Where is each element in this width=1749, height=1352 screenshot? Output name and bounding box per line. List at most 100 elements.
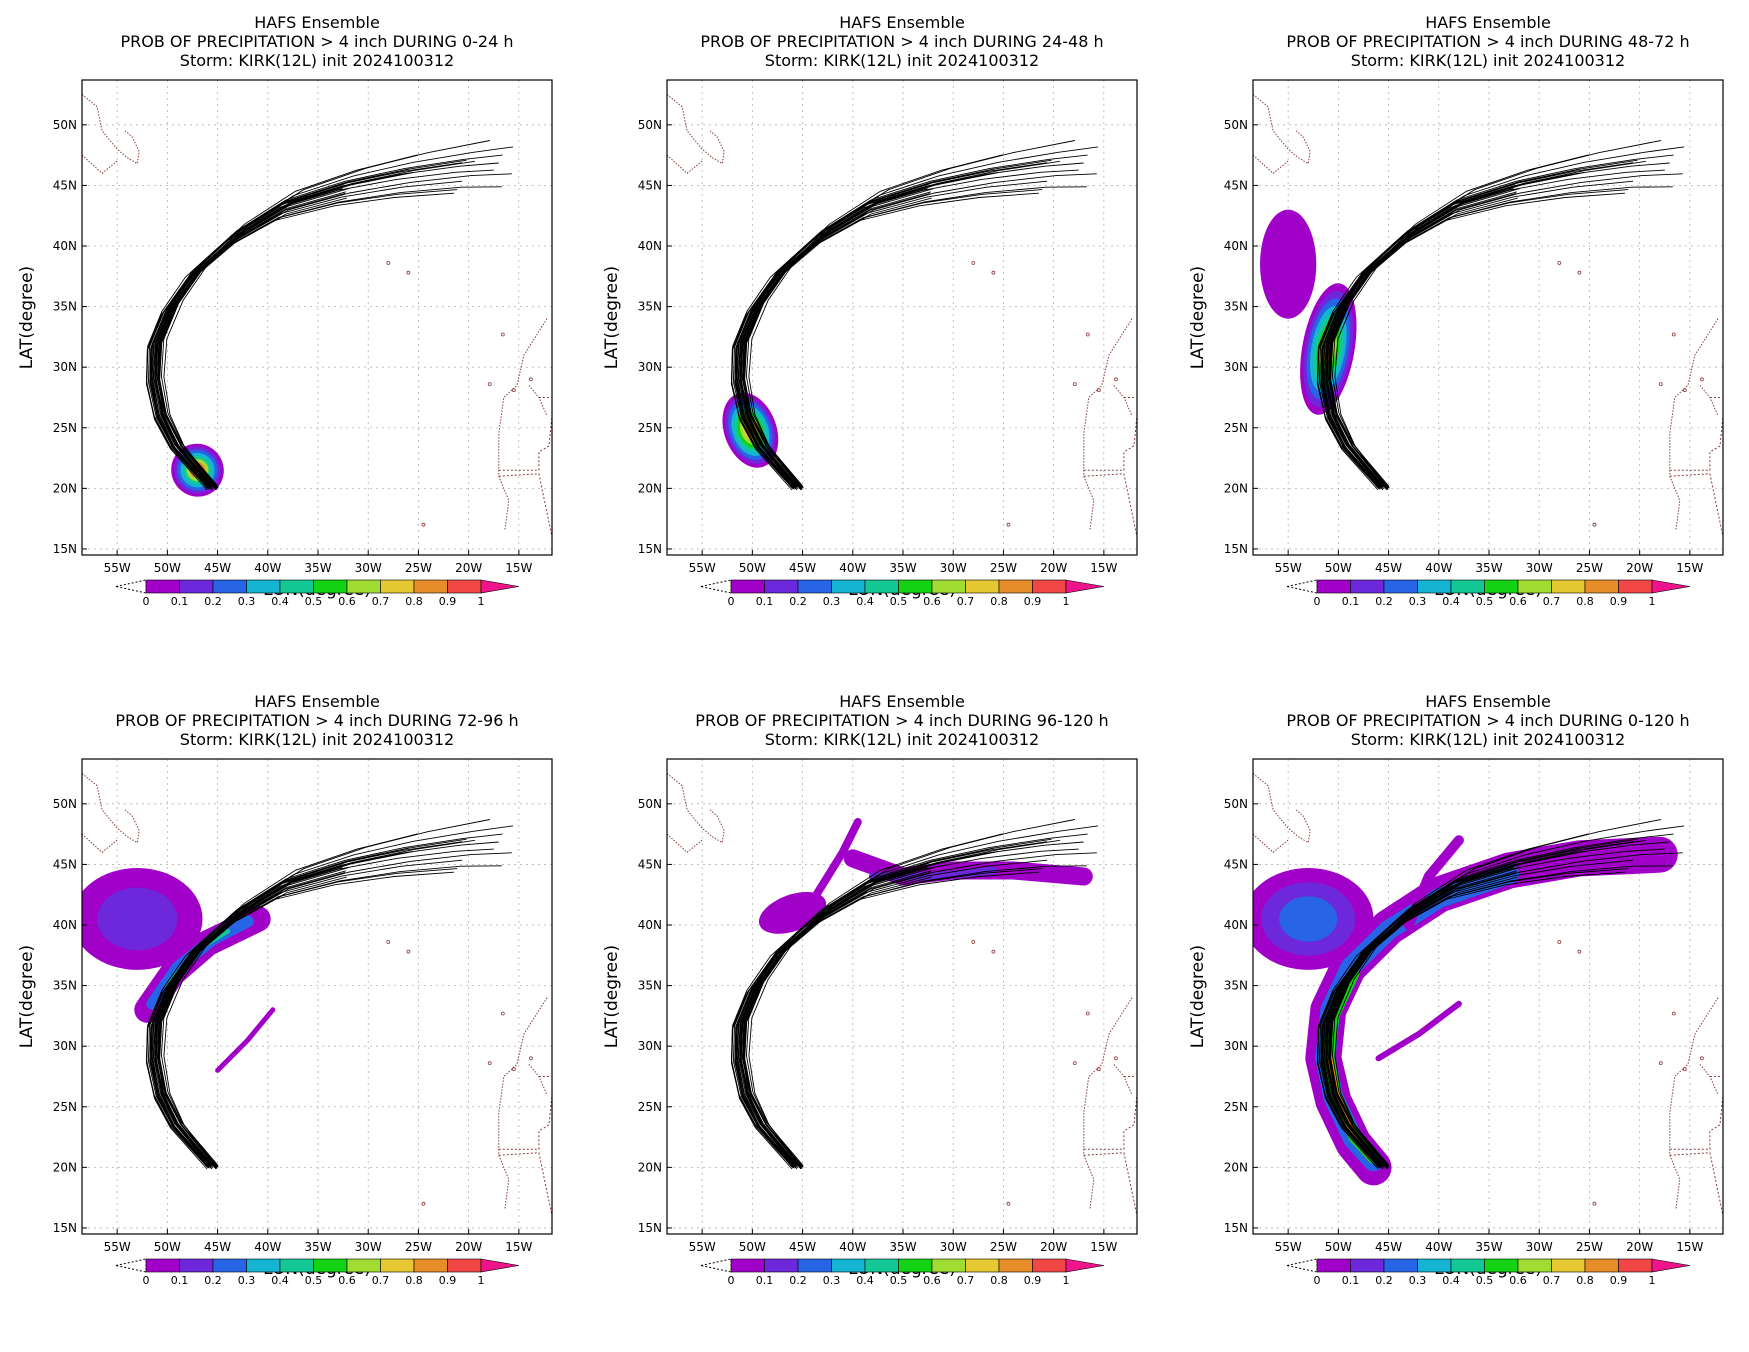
colorbar-swatch	[1484, 1258, 1519, 1273]
country-border	[498, 415, 552, 471]
lon-tick-label: 25W	[1576, 561, 1603, 575]
ensemble-track	[1322, 848, 1665, 1167]
ensemble-track	[153, 162, 463, 488]
colorbar-label: 0.1	[171, 1274, 189, 1287]
lon-tick-label: 35W	[304, 561, 331, 575]
map-frame	[81, 79, 553, 556]
lat-tick-label: 30N	[53, 1039, 77, 1053]
colorbar-label: 0.3	[238, 1274, 256, 1287]
colorbar-label: 1	[1649, 1274, 1656, 1287]
ensemble-track	[160, 825, 514, 1167]
colorbar-label: 0.1	[756, 1274, 774, 1287]
colorbar-label: 0.9	[439, 1274, 457, 1287]
country-border	[498, 473, 552, 537]
ensemble-track	[730, 871, 1039, 1169]
island	[386, 940, 391, 944]
map-frame	[666, 758, 1138, 1235]
colorbar-label: 0.9	[1610, 1274, 1628, 1287]
island	[500, 1011, 505, 1016]
lon-tick-label: 25W	[405, 1240, 432, 1254]
lat-tick-label: 50N	[53, 118, 77, 132]
colorbar-label: 0.8	[1576, 595, 1594, 608]
ensemble-track	[1325, 839, 1646, 1169]
map-frame	[1252, 79, 1724, 556]
colorbar-swatch	[179, 579, 214, 594]
colorbar-label: 0.2	[204, 1274, 222, 1287]
lat-tick-label: 45N	[638, 178, 662, 192]
lat-tick-label: 20N	[1224, 481, 1248, 495]
coastline	[667, 833, 703, 853]
colorbar-swatch	[1032, 579, 1067, 594]
colorbar-label: 0.6	[1509, 1274, 1527, 1287]
ensemble-track	[145, 192, 454, 490]
colorbar-label: 0.9	[439, 595, 457, 608]
colorbar-label: 0.1	[171, 595, 189, 608]
lon-tick-label: 35W	[889, 1240, 916, 1254]
panel-title-model: HAFS Ensemble	[1425, 13, 1551, 32]
lat-tick-label: 30N	[53, 360, 77, 374]
lon-tick-label: 40W	[839, 1240, 866, 1254]
lat-tick-label: 40N	[1224, 239, 1248, 253]
coastline	[1113, 1064, 1133, 1095]
island	[1114, 1056, 1118, 1061]
prob-band	[215, 1007, 276, 1073]
ensemble-track	[739, 160, 1060, 490]
colorbar-label: 0.9	[1024, 1274, 1042, 1287]
lon-tick-label: 20W	[455, 561, 482, 575]
lat-tick-label: 40N	[1224, 918, 1248, 932]
colorbar-swatch	[864, 1258, 899, 1273]
ensemble-track	[1330, 880, 1467, 1169]
island	[511, 388, 516, 393]
colorbar-under-triangle	[115, 1258, 147, 1273]
country-border	[1083, 1094, 1137, 1150]
ensemble-track	[150, 859, 463, 1169]
lat-tick-label: 40N	[638, 239, 662, 253]
colorbar-swatch	[145, 1258, 180, 1273]
coastline	[1253, 833, 1289, 853]
lon-tick-label: 40W	[1425, 561, 1452, 575]
coastline	[528, 385, 548, 416]
panel-title-product: PROB OF PRECIPITATION > 4 inch DURING 96…	[695, 711, 1108, 730]
colorbar-label: 0.4	[271, 595, 289, 608]
lat-tick-label: 50N	[638, 797, 662, 811]
island	[500, 332, 505, 337]
lat-tick-label: 30N	[638, 1039, 662, 1053]
ensemble-track	[744, 880, 881, 1169]
ensemble-track	[160, 146, 514, 488]
colorbar-swatch	[797, 579, 832, 594]
colorbar-swatch	[1383, 1258, 1418, 1273]
island	[1592, 1201, 1597, 1206]
colorbar-swatch	[246, 1258, 281, 1273]
coastline	[667, 773, 725, 844]
ensemble-track	[1316, 192, 1625, 490]
map-area	[82, 80, 552, 555]
ensemble-track	[149, 185, 342, 488]
colorbar-swatch	[1417, 579, 1452, 594]
lon-tick-label: 15W	[1090, 1240, 1117, 1254]
island	[421, 1201, 426, 1206]
panel-title-storm: Storm: KIRK(12L) init 2024100312	[765, 730, 1039, 749]
ensemble-track	[153, 841, 463, 1167]
island	[1592, 522, 1597, 527]
panel-title-product: PROB OF PRECIPITATION > 4 inch DURING 24…	[700, 32, 1103, 51]
lon-tick-label: 25W	[405, 561, 432, 575]
ensemble-track	[157, 192, 346, 489]
lat-tick-label: 35N	[53, 300, 77, 314]
colorbar-swatch	[1450, 579, 1485, 594]
y-axis-label: LAT(degree)	[1188, 266, 1208, 369]
lon-tick-label: 40W	[254, 1240, 281, 1254]
colorbar-label: 0	[728, 1274, 735, 1287]
colorbar-label: 0.8	[990, 1274, 1008, 1287]
colorbar-label: 0.6	[923, 595, 941, 608]
lon-tick-label: 45W	[204, 561, 231, 575]
lat-tick-label: 30N	[1224, 1039, 1248, 1053]
lon-tick-label: 35W	[889, 561, 916, 575]
ensemble-track	[1329, 851, 1584, 1168]
island	[991, 270, 996, 275]
ensemble-track	[745, 825, 1099, 1167]
